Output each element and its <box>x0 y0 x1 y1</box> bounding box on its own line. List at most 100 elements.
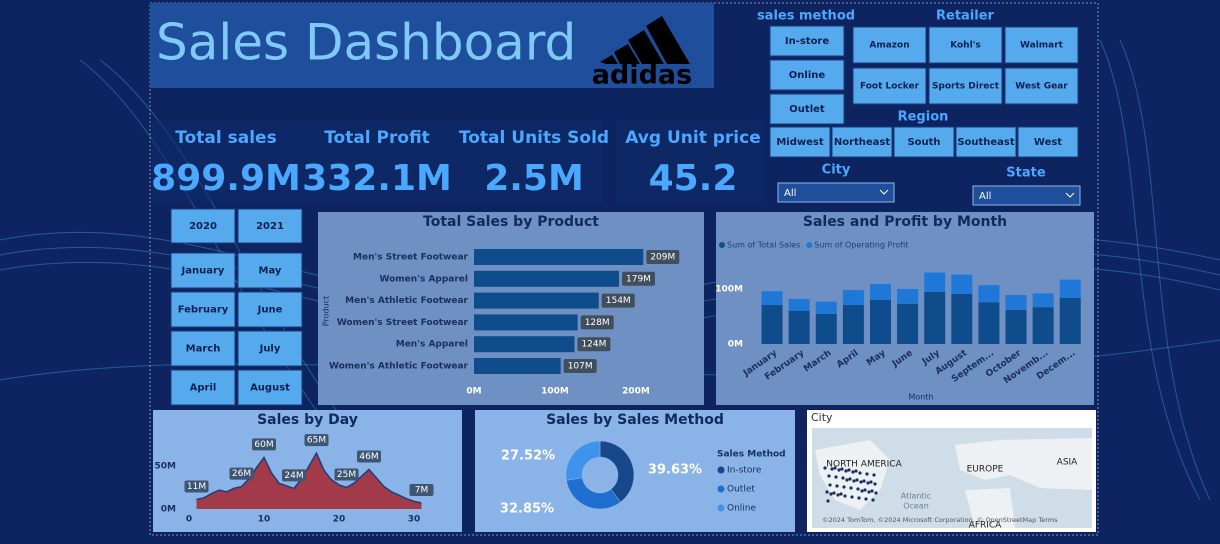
kpi-value: 332.1M <box>302 158 452 199</box>
kpi-card <box>616 120 766 202</box>
filter-button[interactable] <box>237 208 303 244</box>
filter-button-label: Foot Locker <box>860 82 920 92</box>
bar-segment <box>815 301 837 314</box>
chart-panel <box>475 410 795 532</box>
logo-text: adidas <box>592 60 692 91</box>
map-point <box>833 466 837 470</box>
filter-button[interactable] <box>928 67 1003 105</box>
filter-button[interactable] <box>1017 126 1079 158</box>
data-label: 179M <box>626 274 651 284</box>
category-label: Men's Apparel <box>396 340 468 350</box>
filter-button[interactable] <box>769 59 845 91</box>
filter-button-label: Online <box>789 70 826 81</box>
filter-button[interactable] <box>1004 67 1079 105</box>
dropdown[interactable] <box>777 182 895 203</box>
bar <box>474 270 619 287</box>
x-tick-label: 0 <box>186 515 192 525</box>
filter-button[interactable] <box>170 291 236 328</box>
category-label: Men's Street Footwear <box>353 253 469 263</box>
donut-slice <box>599 440 635 503</box>
category-label: Men's Athletic Footwear <box>345 296 468 306</box>
kpi-label: Avg Unit price <box>625 128 761 148</box>
map-point <box>827 474 831 478</box>
bar-segment <box>815 313 837 344</box>
map-label: EUROPE <box>967 465 1004 475</box>
y-tick-label: 0M <box>161 505 176 515</box>
map-label: Ocean <box>903 502 929 511</box>
bar-segment <box>788 298 810 311</box>
map-point <box>829 492 833 496</box>
filter-button-label: 2021 <box>256 221 284 232</box>
filter-button-label: January <box>181 266 225 277</box>
map-point <box>863 488 867 492</box>
map-point <box>826 499 830 503</box>
filter-button[interactable] <box>769 93 845 125</box>
line <box>196 451 422 504</box>
filter-button-label: Amazon <box>869 41 909 51</box>
kpi-value: 899.9M <box>151 158 301 199</box>
filter-button[interactable] <box>852 26 927 64</box>
filter-button[interactable] <box>170 369 236 406</box>
dropdown[interactable] <box>972 185 1081 206</box>
filter-button-label: South <box>907 137 940 148</box>
filter-title: State <box>1006 166 1046 181</box>
filter-button[interactable] <box>831 126 893 158</box>
filter-button[interactable] <box>769 126 831 158</box>
map-point <box>855 478 859 482</box>
data-label: 25M <box>337 470 356 480</box>
filter-button[interactable] <box>237 291 303 328</box>
map-land <box>815 438 1092 528</box>
filter-button[interactable] <box>928 26 1003 64</box>
filter-button[interactable] <box>170 208 236 244</box>
filter-button[interactable] <box>852 67 927 105</box>
filter-button[interactable] <box>893 126 955 158</box>
data-label-box <box>184 480 209 493</box>
bar-segment <box>1005 295 1027 310</box>
area-fill <box>196 453 422 509</box>
map-point <box>845 478 849 482</box>
map-point <box>866 481 870 485</box>
map-point <box>857 496 861 500</box>
bar-segment <box>1005 309 1027 344</box>
filter-button-label: August <box>250 383 290 394</box>
bar <box>474 249 644 265</box>
filter-button-label: Kohl's <box>950 41 981 51</box>
map-point <box>841 476 845 480</box>
bar-segment <box>978 302 1000 344</box>
filter-button[interactable] <box>1004 26 1079 64</box>
map-point <box>844 469 848 473</box>
filter-button[interactable] <box>170 330 236 367</box>
bar-segment <box>869 284 891 300</box>
data-label: 60M <box>254 440 273 450</box>
map-point <box>860 489 864 493</box>
bar-segment <box>924 272 946 292</box>
data-label-box <box>563 359 597 373</box>
map-point <box>850 495 854 499</box>
filter-button[interactable] <box>237 252 303 289</box>
kpi-value: 45.2 <box>649 158 738 199</box>
map-point <box>830 467 834 471</box>
filter-button-label: Outlet <box>789 104 825 115</box>
data-label: 128M <box>585 318 610 328</box>
filter-button[interactable] <box>769 25 845 57</box>
filter-button-label: July <box>259 344 281 355</box>
bar-segment <box>1059 297 1081 344</box>
bar <box>474 292 599 309</box>
map-point <box>874 491 878 495</box>
filter-button[interactable] <box>170 252 236 289</box>
filter-button[interactable] <box>237 369 303 406</box>
filter-button-label: Midwest <box>776 137 824 148</box>
filter-button[interactable] <box>237 330 303 367</box>
filter-title: sales method <box>757 9 855 24</box>
bar-segment <box>1032 307 1054 344</box>
filter-button-label: February <box>178 305 229 316</box>
data-label: 26M <box>232 469 251 479</box>
kpi-label: Total sales <box>175 128 276 148</box>
map-point <box>862 479 866 483</box>
map-point <box>872 473 876 477</box>
filter-button[interactable] <box>955 126 1017 158</box>
bar-segment <box>842 304 864 344</box>
filter-button-label: Sports Direct <box>932 82 1000 92</box>
map-point <box>871 498 875 502</box>
bar-segment <box>761 291 783 305</box>
